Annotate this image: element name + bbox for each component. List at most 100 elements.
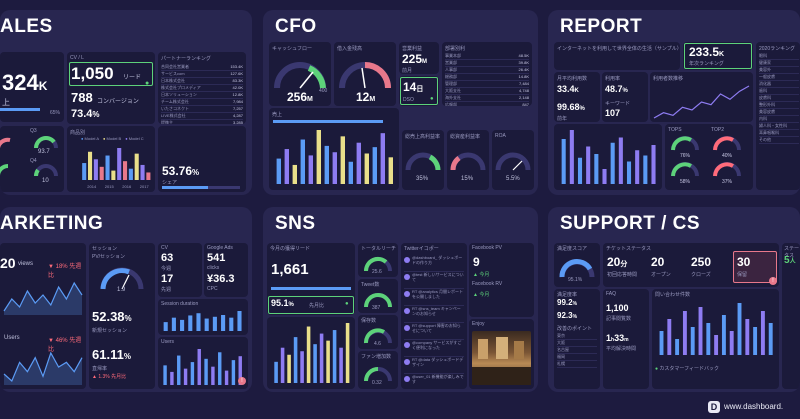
support-point-label: 改善のポイント	[557, 326, 593, 332]
avatar	[404, 308, 410, 314]
avatar	[404, 291, 410, 297]
tweet-item[interactable]: @test 新しいサービスについて	[404, 272, 464, 289]
partner-row-value: 7,984	[232, 99, 243, 104]
tweet-item[interactable]: RT @data ダッシュボードデザイン	[404, 357, 464, 374]
support-t3: 250	[691, 255, 712, 269]
cfo-g1-card: 総売上高利益率 35%	[402, 130, 444, 190]
report-bar-chart	[561, 130, 656, 184]
cfo-dept-label: 部署別利	[445, 46, 466, 52]
rank-row-label: 美容外	[759, 67, 771, 72]
sales-gauges	[0, 136, 58, 177]
point-row: 東京	[557, 333, 597, 340]
area	[4, 353, 82, 385]
bar	[188, 315, 193, 331]
cfo-inv-gauge	[339, 62, 391, 89]
tweet-item[interactable]: @user_01 新機能が楽しみです	[404, 374, 464, 389]
sns-save-gauge	[364, 328, 392, 344]
tweet-item[interactable]: RT @sns_team キャンペーンのお知らせ	[404, 306, 464, 323]
alert-icon[interactable]: !	[238, 377, 246, 385]
support-faq-label: FAQ	[606, 291, 617, 297]
dept-row-value: 14.8K	[518, 74, 529, 79]
report-big-value: 233.5K	[689, 45, 725, 59]
bar	[675, 339, 680, 355]
sns-save-card: 保存数 4.6	[358, 315, 398, 349]
support-faq-value: 1,100	[606, 303, 629, 313]
bar	[287, 354, 291, 383]
dept-row-value: 2,148	[518, 95, 529, 100]
gauge-value: 76%	[680, 153, 691, 159]
bar	[643, 155, 648, 184]
bar	[667, 319, 672, 355]
cfo-inv-card: 借入金残高 12M	[334, 42, 396, 106]
tweet-item[interactable]: @company サービスがすごく便利になった	[404, 340, 464, 357]
sales-partner-card: パートナーランキング 合同会社営業者 153.4K サービスcom 127.6K 日本株…	[158, 52, 246, 124]
sns-enjoy-label: Enjoy	[472, 321, 485, 327]
bar	[313, 344, 317, 383]
support-score-gauge	[559, 258, 595, 278]
bar	[218, 352, 222, 385]
tweet-item[interactable]: @dashboard_ ダッシュボードの作り方	[404, 255, 464, 272]
legend-item: ● Model C	[125, 136, 144, 141]
bar	[737, 303, 742, 355]
cfo-panel: CFO キャッシュフロー 256M 400 借入金残高 12M 営業利益 225…	[263, 10, 538, 195]
support-t4-sub: 保留	[737, 272, 748, 278]
rank-row: 健康家	[759, 60, 799, 67]
rank-row-label: その他	[759, 137, 771, 142]
bar	[729, 331, 734, 355]
partner-row-label: 提携主	[161, 120, 173, 124]
rank-row: 整形外科	[759, 102, 799, 109]
point-row: 大阪	[557, 340, 597, 347]
sales-share-bar	[162, 186, 240, 189]
sns-leads-bar	[271, 287, 351, 290]
partner-row-label: LIVE株式会社	[161, 113, 186, 118]
marketing-cv2: 17	[161, 273, 174, 285]
bar	[280, 347, 285, 383]
cfo-dso-sub: DSO	[403, 97, 414, 103]
bar	[163, 365, 167, 385]
sales-progress	[0, 108, 40, 111]
x-tick: 2014	[87, 184, 97, 189]
tweet-item[interactable]: RT @support 障害のお知らせについて	[404, 323, 464, 340]
dept-row-label: 広報部	[445, 102, 457, 106]
partner-row-label: 日本ソリューション	[161, 92, 197, 97]
marketing-session-card: セッション PV/セッション 1.9 52.38% 新規セッション 61.11%…	[89, 243, 155, 389]
bar	[183, 368, 188, 385]
support-inquiry-label: 問い合わせ件数	[655, 292, 691, 298]
cfo-g3-value: 5.5%	[506, 176, 520, 182]
tweet-text: @test 新しいサービスについて	[412, 272, 464, 282]
bar	[221, 315, 226, 331]
cfo-bar-chart	[276, 130, 393, 184]
partner-row-value: 83.3K	[232, 78, 243, 83]
avatar	[404, 359, 410, 365]
footer-brand[interactable]: www.dashboard.	[724, 402, 784, 411]
alert-icon[interactable]: !	[769, 277, 777, 285]
bar	[332, 330, 337, 383]
bar	[356, 142, 361, 184]
rank-row: 婦人科・女性科	[759, 123, 799, 130]
sns-fan-card: ファン増加数 0.32	[358, 351, 398, 389]
bar	[380, 133, 385, 184]
cfo-profit-value: 225M	[402, 52, 428, 66]
partner-row-label: 株式会社プロメディア	[161, 85, 201, 90]
cfo-cf-max: 400	[319, 88, 328, 94]
point-row-label: 大阪	[557, 340, 565, 345]
cfo-g2-value: 15%	[461, 176, 474, 182]
bar	[316, 130, 321, 184]
avatar	[404, 257, 410, 263]
rank-row-label: 皮膚科	[759, 95, 771, 100]
tweet-text: @company サービスがすごく便利になった	[412, 340, 462, 350]
dept-row: 海外支社 2,148	[445, 95, 529, 102]
cfo-g2-card: 総資産利益率 15%	[447, 130, 489, 190]
marketing-ads-card: Google Ads 541 clicks ¥36.3 CPC	[204, 243, 248, 297]
tweet-item[interactable]: RT @analytics 月間レポートを公開しました	[404, 289, 464, 306]
bar	[238, 356, 242, 385]
bar	[340, 136, 345, 184]
support-feedback-label: ● カスタマーフィードバック	[655, 366, 720, 372]
bar	[594, 154, 599, 184]
bar	[274, 361, 278, 383]
cfo-g3-gauge	[495, 152, 531, 171]
bar	[768, 323, 773, 355]
sales-cv-card: CV / L 1,050 リード ● 788 コンバージョン 73.4%	[67, 52, 155, 124]
support-resp-value: 99.2%	[557, 298, 578, 307]
cfo-cf-card: キャッシュフロー 256M 400	[269, 42, 331, 106]
